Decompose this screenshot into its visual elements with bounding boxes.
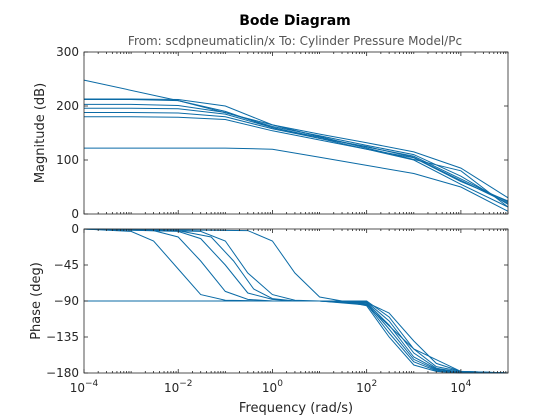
phase-ytick-label: −135 bbox=[46, 330, 79, 344]
phase-ylabel: Phase (deg) bbox=[29, 262, 44, 340]
magnitude-ticks: 0 100 200 300 bbox=[56, 45, 509, 221]
x-tick-labels: 10−4 10−2 100 102 104 bbox=[70, 379, 472, 395]
phase-curves bbox=[83, 228, 509, 374]
magnitude-axes-box bbox=[83, 51, 509, 215]
x-tick-label: 10−4 bbox=[70, 379, 99, 395]
x-axis-label: Frequency (rad/s) bbox=[239, 401, 353, 416]
chart-title: Bode Diagram bbox=[239, 13, 351, 29]
magnitude-series-8 bbox=[84, 98, 509, 199]
x-tick-label: 104 bbox=[450, 379, 471, 395]
phase-panel: 0 −45 −90 −135 −180 Phase (deg) bbox=[29, 222, 509, 380]
magnitude-curves bbox=[83, 79, 509, 212]
magnitude-ytick-label: 200 bbox=[56, 99, 79, 113]
magnitude-series-4 bbox=[84, 107, 509, 203]
phase-series-8 bbox=[84, 300, 509, 374]
magnitude-series-7 bbox=[84, 147, 509, 212]
magnitude-ytick-label: 100 bbox=[56, 153, 79, 167]
magnitude-series-5 bbox=[84, 112, 509, 204]
phase-ticks: 0 −45 −90 −135 −180 bbox=[46, 222, 509, 380]
phase-ytick-label: −180 bbox=[46, 366, 79, 380]
phase-ytick-label: 0 bbox=[71, 222, 79, 236]
magnitude-series-3 bbox=[84, 103, 509, 205]
phase-series-7 bbox=[83, 228, 508, 374]
phase-ytick-label: −90 bbox=[54, 294, 79, 308]
magnitude-series-1 bbox=[83, 79, 509, 208]
magnitude-panel: 0 100 200 300 Magnitude (dB) bbox=[33, 45, 509, 221]
phase-series-1 bbox=[84, 300, 509, 374]
x-tick-label: 10−2 bbox=[164, 379, 193, 395]
x-tick-label: 102 bbox=[356, 379, 377, 395]
phase-ytick-label: −45 bbox=[54, 258, 79, 272]
chart-subtitle: From: scdpneumaticlin/x To: Cylinder Pre… bbox=[128, 34, 462, 48]
x-tick-label: 100 bbox=[262, 379, 283, 395]
magnitude-ytick-label: 300 bbox=[56, 45, 79, 59]
magnitude-ylabel: Magnitude (dB) bbox=[33, 83, 48, 183]
magnitude-series-2 bbox=[84, 99, 509, 208]
magnitude-ytick-label: 0 bbox=[71, 207, 79, 221]
magnitude-series-6 bbox=[84, 116, 509, 202]
